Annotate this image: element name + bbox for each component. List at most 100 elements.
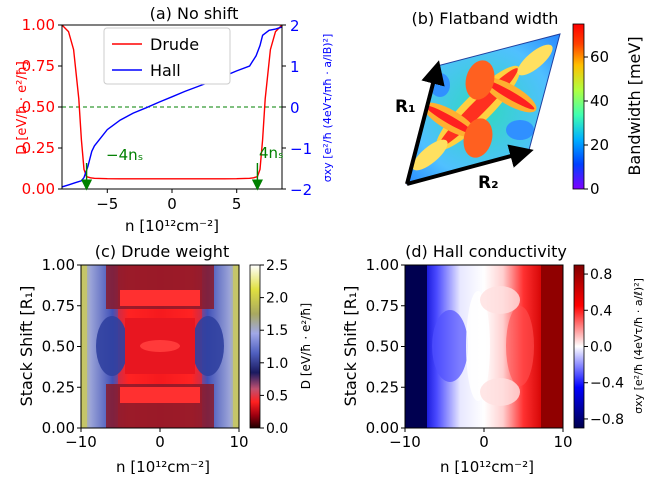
panel-d-xlabel: n [10¹²cm⁻²] <box>440 458 534 476</box>
flatband-feature <box>425 105 475 135</box>
legend-hall-label: Hall <box>150 61 181 80</box>
y-tick-label: 1.00 <box>366 256 399 274</box>
panel-d-colorbar <box>573 264 585 429</box>
panel-c-colorbar-label: D [eV/ħ · e²/ħ] <box>299 303 313 389</box>
hall-heatmap-feature <box>480 286 520 314</box>
r2-label: R₂ <box>478 173 499 193</box>
y-right-tick-label: −2 <box>290 181 312 199</box>
panel-d-title: (d) Hall conductivity <box>405 242 567 261</box>
y-left-tick-label: 1.00 <box>22 16 55 34</box>
r2-vector <box>406 144 534 186</box>
y-left-tick-label: 0.25 <box>22 139 55 157</box>
x-tick-label: −10 <box>65 433 97 451</box>
colorbar-tick-label: 20 <box>590 136 609 154</box>
panel-d-colorbar-label: σxy [e²/ħ (4eVτ/ħ · a/ℓ)²] <box>632 278 645 414</box>
y-tick-label: 0.25 <box>366 378 399 396</box>
panel-b-title: (b) Flatband width <box>412 9 559 28</box>
series-hall-line <box>62 26 282 188</box>
x-tick-label: 10 <box>553 433 572 451</box>
legend-drude-label: Drude <box>150 35 199 54</box>
colorbar-tick-label: 2.5 <box>266 258 288 274</box>
y-tick-label: 0.50 <box>366 338 399 356</box>
panel-a-ylabel-left: D [eV/ħ · e²/ħ] <box>15 61 30 155</box>
ns-marker-left-label: −4nₛ <box>106 146 143 164</box>
y-right-tick-label: 0 <box>290 99 300 117</box>
flatband-feature <box>463 118 493 158</box>
colorbar-tick-label: 0.5 <box>266 388 288 404</box>
colorbar-tick-label: 0.0 <box>590 340 612 356</box>
flatband-feature <box>517 44 553 76</box>
colorbar-tick-label: 2.0 <box>266 291 288 307</box>
y-tick-label: 0.00 <box>366 419 399 437</box>
x-tick-label: 5 <box>232 195 242 213</box>
panel-a-ylabel-right: σxy [e²/ħ (4eVτ/πħ · a/lB)²] <box>321 34 334 183</box>
panel-b-colorbar <box>572 23 585 190</box>
colorbar-tick-label: 0.8 <box>590 267 612 283</box>
hall-heatmap-feature <box>405 265 427 428</box>
r1-vector <box>405 60 445 185</box>
y-tick-label: 0.75 <box>366 297 399 315</box>
x-tick-label: 0 <box>479 433 489 451</box>
drude-heatmap <box>81 265 239 428</box>
x-tick-label: 0 <box>155 433 165 451</box>
panel-b-colorbar-ticks: 0 20 40 60 <box>584 48 609 198</box>
y-right-tick-label: 2 <box>290 17 300 35</box>
colorbar-tick-label: 0.0 <box>266 421 288 437</box>
colorbar-tick-label: 1.5 <box>266 323 288 339</box>
y-tick-label: 0.50 <box>42 338 75 356</box>
drude-heatmap-feature <box>81 265 87 428</box>
panel-c-colorbar <box>249 264 261 429</box>
colorbar-tick-label: 1.0 <box>266 356 288 372</box>
drude-heatmap-feature <box>233 265 239 428</box>
panel-c-xlabel: n [10¹²cm⁻²] <box>116 458 210 476</box>
panel-a-xlabel: n [10¹²cm⁻²] <box>125 217 219 235</box>
panel-a-plot <box>62 25 282 188</box>
panel-a: (a) No shift −5 0 50.000.250.500.751.00−2−… <box>15 4 334 235</box>
panel-c-title: (c) Drude weight <box>95 242 229 261</box>
panel-c: (c) Drude weight −10 0 10 0.00 0.25 0.50 0.75 1… <box>17 242 313 476</box>
y-tick-label: 1.00 <box>42 256 75 274</box>
panel-c-ylabel: Stack Shift [R₁] <box>17 286 36 407</box>
colorbar-tick-label: −0.4 <box>590 376 624 392</box>
panel-c-ticks: −10 0 10 0.00 0.25 0.50 0.75 1.00 <box>42 256 249 451</box>
panel-d-ticks: −10 0 10 0.00 0.25 0.50 0.75 1.00 <box>366 256 573 451</box>
colorbar-tick-label: 0.4 <box>590 303 612 319</box>
y-tick-label: 0.75 <box>42 297 75 315</box>
drude-heatmap-feature <box>192 316 224 376</box>
hall-heatmap <box>405 265 563 428</box>
y-right-tick-label: 1 <box>290 58 300 76</box>
drude-heatmap-feature <box>140 340 180 352</box>
panel-d: (d) Hall conductivity −10 0 10 0.00 0.25 0.50… <box>341 242 645 476</box>
flatband-feature <box>412 139 448 171</box>
flatband-feature <box>506 120 534 140</box>
ns-marker-right-label: 4nₛ <box>259 144 284 162</box>
y-tick-label: 0.25 <box>42 378 75 396</box>
panel-d-colorbar-ticks: −0.8 −0.4 0.0 0.4 0.8 <box>584 267 624 428</box>
x-tick-label: 0 <box>167 195 177 213</box>
panel-d-ylabel: Stack Shift [R₁] <box>341 286 360 407</box>
flatband-feature <box>485 80 535 110</box>
y-left-tick-label: 0.75 <box>22 57 55 75</box>
panel-a-legend: Drude Hall <box>103 27 231 85</box>
panel-c-colorbar-ticks: 0.0 0.5 1.0 1.5 2.0 2.5 <box>260 258 288 437</box>
panel-a-ticks: −5 0 5 0.00 0.25 0.50 0.75 1.00 −2 −1 0 1 2 <box>22 16 313 213</box>
colorbar-tick-label: 40 <box>590 92 609 110</box>
x-tick-label: 10 <box>229 433 248 451</box>
x-tick-label: −10 <box>389 433 421 451</box>
drude-heatmap-feature <box>96 316 128 376</box>
hall-heatmap-feature <box>480 378 520 406</box>
r1-label: R₁ <box>395 97 416 117</box>
hall-heatmap-feature <box>506 306 534 386</box>
flatband-feature <box>465 60 495 100</box>
x-tick-label: −5 <box>96 195 118 213</box>
series-drude-line <box>62 25 282 180</box>
y-tick-label: 0.00 <box>42 419 75 437</box>
panel-b-colorbar-label: Bandwidth [meV] <box>625 36 644 175</box>
hall-heatmap-feature <box>541 265 563 428</box>
y-left-tick-label: 0.00 <box>22 180 55 198</box>
colorbar-tick-label: 0 <box>590 180 600 198</box>
y-right-tick-label: −1 <box>290 140 312 158</box>
y-left-tick-label: 0.50 <box>22 98 55 116</box>
panel-a-title: (a) No shift <box>150 4 239 23</box>
